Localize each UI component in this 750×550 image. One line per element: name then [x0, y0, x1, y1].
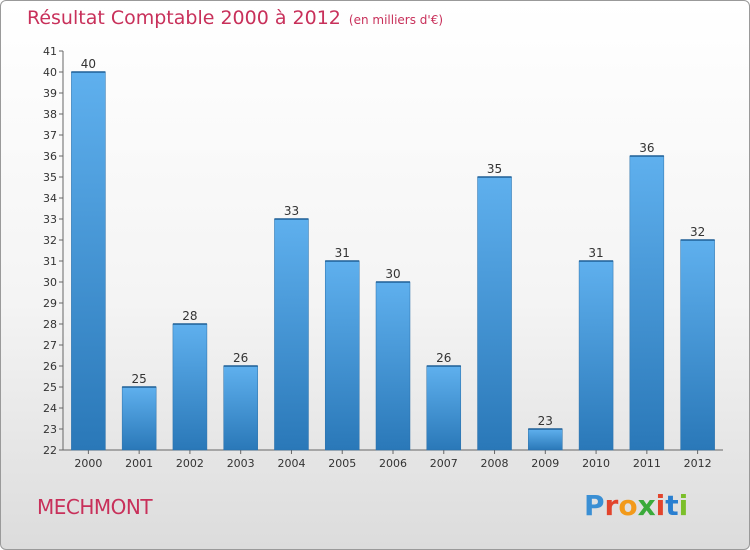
x-tick-label-2007: 2007 [430, 457, 458, 470]
bar-2011 [629, 155, 665, 451]
x-tick-label-2009: 2009 [531, 457, 559, 470]
x-tick-label-2008: 2008 [481, 457, 509, 470]
value-label-2004: 33 [284, 204, 299, 218]
bar-2002 [172, 323, 208, 451]
y-tick-label: 36 [43, 150, 57, 163]
title-main: Résultat Comptable 2000 à 2012 [27, 7, 341, 29]
logo-letter: t [665, 489, 679, 522]
y-tick-label: 25 [43, 381, 57, 394]
value-label-2009: 23 [538, 414, 553, 428]
x-tick-label-2011: 2011 [633, 457, 661, 470]
x-tick-label-2003: 2003 [227, 457, 255, 470]
bar-2010 [578, 260, 614, 451]
logo-letter: i [678, 489, 689, 522]
y-tick-label: 32 [43, 234, 57, 247]
bar-2001 [121, 386, 157, 451]
y-tick-label: 26 [43, 360, 57, 373]
bar-2012 [680, 239, 715, 451]
y-tick-label: 29 [43, 297, 57, 310]
y-tick-label: 22 [43, 444, 57, 457]
value-label-2007: 26 [436, 351, 451, 365]
bar-2005 [324, 260, 360, 451]
x-tick-label-2012: 2012 [684, 457, 712, 470]
y-tick-label: 28 [43, 318, 57, 331]
bar-2007 [426, 365, 462, 451]
x-tick-label-2004: 2004 [277, 457, 305, 470]
logo-letter: x [637, 489, 656, 522]
value-label-2005: 31 [335, 246, 350, 260]
y-tick-label: 24 [43, 402, 57, 415]
x-tick-label-2005: 2005 [328, 457, 356, 470]
value-label-2008: 35 [487, 162, 502, 176]
value-label-2001: 25 [132, 372, 147, 386]
chart-title: Résultat Comptable 2000 à 2012 (en millie… [27, 7, 443, 29]
value-label-2011: 36 [639, 141, 654, 155]
bar-2004 [274, 218, 309, 451]
y-axis: 22 23 24 25 26 27 28 29 30 31 32 33 34 35 36 37 38 39 40 41 [43, 45, 64, 457]
y-tick-label: 39 [43, 87, 57, 100]
value-label-2012: 32 [690, 225, 705, 239]
bar-2009 [528, 428, 563, 451]
y-tick-label: 37 [43, 129, 57, 142]
bar-2000 [71, 71, 106, 451]
y-tick-label: 34 [43, 192, 57, 205]
x-tick-label-2010: 2010 [582, 457, 610, 470]
logo-letter: o [618, 489, 638, 522]
bar-2006 [375, 281, 411, 451]
y-tick-label: 38 [43, 108, 57, 121]
y-tick-label: 27 [43, 339, 57, 352]
bar-2003 [223, 365, 258, 451]
proxiti-logo: Proxiti [584, 489, 688, 522]
y-tick-label: 31 [43, 255, 57, 268]
title-unit: (en milliers d'€) [348, 13, 444, 27]
commune-name: MECHMONT [37, 495, 153, 519]
y-tick-label: 40 [43, 66, 57, 79]
y-tick-label: 30 [43, 276, 57, 289]
logo-letter: P [584, 489, 605, 522]
y-tick-label: 41 [43, 45, 57, 58]
bar-2008 [477, 176, 512, 451]
value-label-2002: 28 [182, 309, 197, 323]
x-tick-label-2000: 2000 [74, 457, 102, 470]
x-tick-label-2001: 2001 [125, 457, 153, 470]
value-label-2010: 31 [588, 246, 603, 260]
x-tick-label-2006: 2006 [379, 457, 407, 470]
y-tick-label: 23 [43, 423, 57, 436]
x-tick-label-2002: 2002 [176, 457, 204, 470]
bars: 40 25 28 26 33 31 30 26 35 23 31 36 32 [71, 57, 715, 451]
y-tick-label: 33 [43, 213, 57, 226]
value-label-2006: 30 [385, 267, 400, 281]
logo-letter: r [604, 489, 619, 522]
value-label-2000: 40 [81, 57, 96, 71]
logo-letter: i [655, 489, 666, 522]
x-axis: 2000 2001 2002 2003 2004 2005 2006 2007 2008 2009… [63, 449, 723, 470]
y-tick-label: 35 [43, 171, 57, 184]
value-label-2003: 26 [233, 351, 248, 365]
